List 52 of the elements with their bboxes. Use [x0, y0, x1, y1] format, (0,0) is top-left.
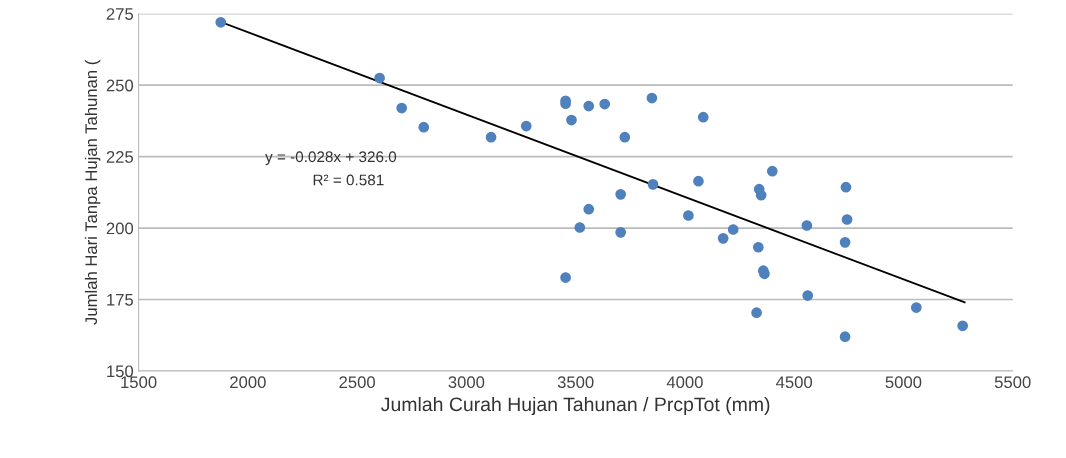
- annotation: R² = 0.581: [313, 174, 384, 186]
- point: [615, 227, 627, 238]
- x-axis-title: Jumlah Curah Hujan Tahunan / PrcpTot (mm): [381, 396, 770, 416]
- x-tick-label: 2000: [230, 376, 266, 389]
- point: [717, 233, 729, 244]
- x-tick-label: 5500: [994, 376, 1031, 389]
- point: [619, 131, 631, 143]
- point: [615, 189, 627, 200]
- point: [646, 92, 658, 104]
- point: [802, 290, 814, 301]
- point: [647, 179, 659, 190]
- point: [520, 120, 532, 132]
- point: [215, 16, 227, 28]
- y-tick-label: 200: [106, 222, 134, 235]
- point: [727, 224, 739, 235]
- point: [910, 302, 922, 313]
- point: [801, 220, 813, 231]
- point: [485, 131, 497, 143]
- y-tick-label: 175: [107, 294, 134, 306]
- point: [751, 307, 762, 319]
- y-tick-label: 250: [106, 79, 134, 92]
- x-tick-label: 2500: [339, 376, 375, 389]
- point: [697, 111, 709, 123]
- point: [839, 331, 851, 343]
- point: [839, 237, 851, 248]
- y-axis-title: Jumlah Hari Tanpa Hujan Tahunan (: [84, 59, 101, 325]
- x-tick-label: 4000: [666, 376, 703, 389]
- point: [566, 114, 577, 126]
- point: [599, 98, 611, 110]
- point: [574, 222, 586, 233]
- annotation: y = -0.028x + 326.0: [265, 151, 397, 166]
- x-tick-label: 3000: [448, 376, 485, 389]
- point: [396, 102, 408, 114]
- point: [840, 181, 852, 193]
- point: [841, 214, 853, 225]
- x-tick-label: 4500: [776, 376, 813, 389]
- y-tick-label: 225: [106, 151, 134, 163]
- point: [583, 203, 595, 215]
- point: [418, 121, 430, 133]
- point: [766, 165, 778, 177]
- point: [683, 210, 694, 221]
- y-tick-label: 275: [106, 8, 134, 20]
- x-tick-label: 1500: [121, 376, 157, 389]
- y-tick-label: 150: [107, 365, 134, 378]
- point: [957, 320, 969, 332]
- point: [752, 241, 764, 253]
- point: [583, 100, 595, 112]
- point: [560, 272, 571, 283]
- x-tick-label: 3500: [557, 376, 594, 389]
- point: [693, 175, 704, 187]
- x-tick-label: 5000: [885, 376, 922, 389]
- point: [374, 72, 385, 84]
